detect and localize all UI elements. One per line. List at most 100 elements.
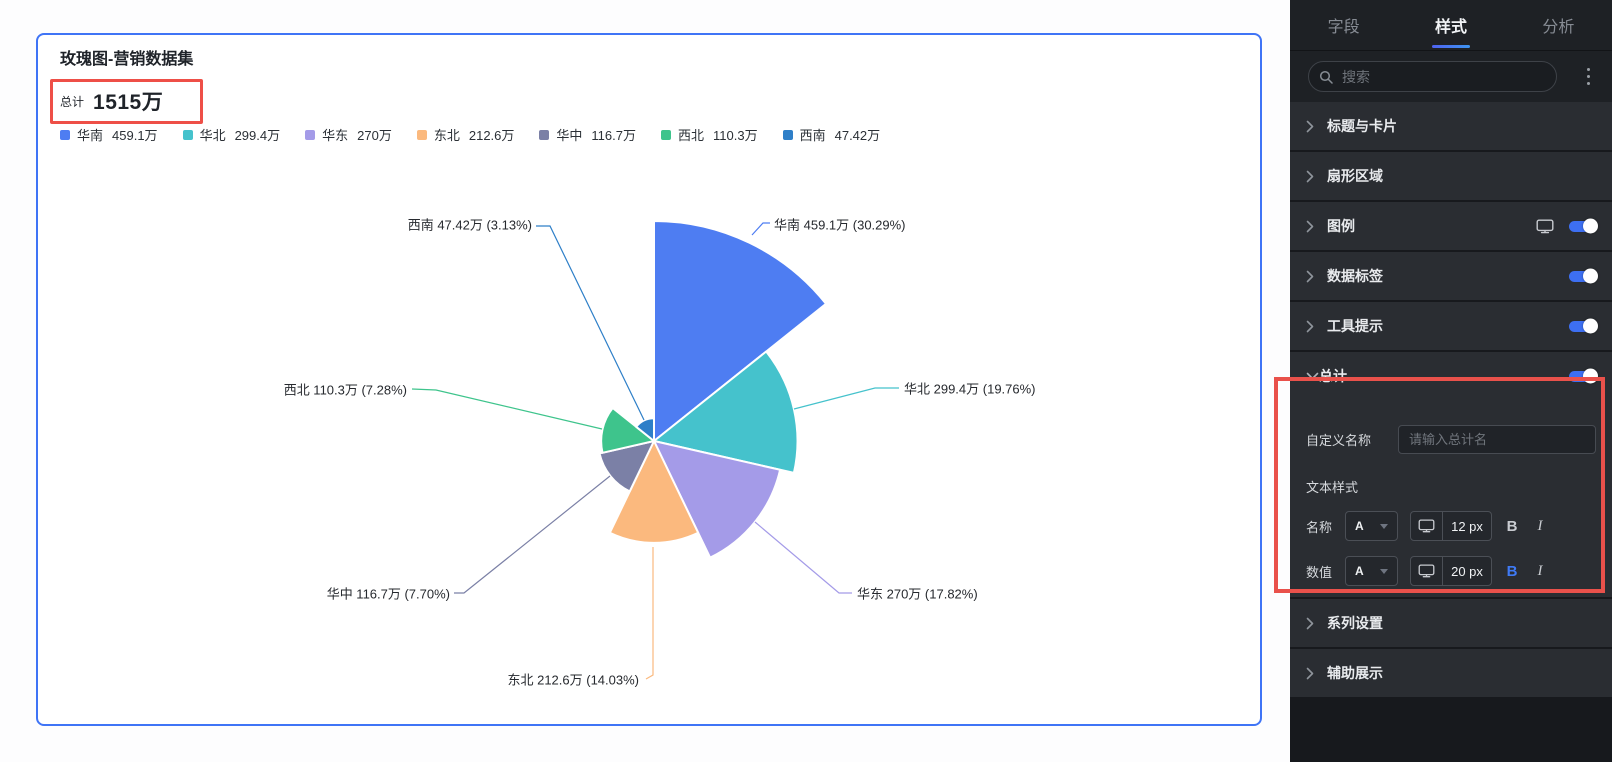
- label-leader-line-西北: [411, 388, 603, 430]
- data-labels-toggle[interactable]: [1569, 270, 1596, 282]
- legend-swatch: [60, 129, 70, 140]
- legend-item-华南[interactable]: 华南 459.1万: [60, 125, 158, 144]
- chevron-right-icon: [1306, 270, 1314, 283]
- kebab-menu-icon[interactable]: [1583, 64, 1594, 89]
- tab-style[interactable]: 样式: [1397, 0, 1504, 50]
- slice-label-华南: 华南 459.1万 (30.29%): [774, 217, 906, 233]
- rose-slice-东北[interactable]: [608, 440, 700, 544]
- legend-value: 299.4万: [234, 128, 281, 143]
- legend-item-华中[interactable]: 华中 116.7万: [539, 125, 636, 144]
- chevron-right-icon: [1306, 667, 1314, 680]
- section-total: 总计 自定义名称 文本样式 名称 A: [1290, 352, 1612, 597]
- slice-label-华北: 华北 299.4万 (19.76%): [904, 381, 1036, 397]
- legend-item-东北[interactable]: 东北 212.6万: [416, 125, 515, 144]
- section-title-card[interactable]: 标题与卡片: [1290, 102, 1612, 150]
- section-data-labels[interactable]: 数据标签: [1290, 252, 1612, 300]
- legend-value: 270万: [357, 128, 392, 143]
- legend-name: 华北: [199, 128, 226, 143]
- legend-swatch: [305, 129, 316, 140]
- chart-legend: 华南 459.1万 华北 299.4万 华东 270万 东北 212.6万 华中 116.7万 西北…: [60, 125, 880, 144]
- total-label: 总计: [60, 94, 85, 109]
- monitor-icon: [1536, 219, 1554, 234]
- label-leader-line-华东: [754, 521, 852, 594]
- slice-label-华东: 华东 270万 (17.82%): [857, 586, 978, 602]
- slice-label-西北: 西北 110.3万 (7.28%): [283, 382, 407, 398]
- rose-slice-西北[interactable]: [600, 407, 655, 454]
- value-font-color-dropdown[interactable]: A: [1345, 556, 1398, 586]
- rose-slice-华东[interactable]: [653, 440, 782, 559]
- section-sector-area[interactable]: 扇形区域: [1290, 152, 1612, 200]
- legend-value: 116.7万: [591, 128, 636, 143]
- legend-name: 华南: [77, 128, 104, 143]
- name-font-size-control[interactable]: 12 px: [1410, 511, 1492, 541]
- legend-swatch: [539, 129, 550, 140]
- total-value: 1515万: [93, 91, 164, 114]
- rose-chart-svg: [411, 220, 899, 680]
- label-leader-line-东北: [645, 547, 654, 680]
- value-italic-button[interactable]: I: [1537, 562, 1543, 579]
- name-bold-button[interactable]: B: [1506, 517, 1518, 535]
- rose-slice-华南[interactable]: [653, 220, 827, 442]
- legend-name: 西北: [678, 128, 705, 143]
- legend-value: 47.42万: [834, 128, 881, 143]
- caret-down-icon: [1380, 523, 1388, 529]
- monitor-icon: [1411, 512, 1443, 540]
- label-leader-line-西南: [536, 225, 645, 421]
- legend-swatch: [661, 129, 671, 140]
- search-row: [1290, 51, 1612, 102]
- tooltip-toggle[interactable]: [1569, 320, 1596, 332]
- legend-value: 459.1万: [112, 128, 158, 143]
- search-input[interactable]: [1340, 67, 1546, 86]
- legend-item-西北[interactable]: 西北 110.3万: [661, 125, 758, 144]
- slice-label-华中: 华中 116.7万 (7.70%): [326, 586, 450, 602]
- search-box[interactable]: [1308, 61, 1557, 92]
- chart-title: 玫瑰图-营销数据集: [60, 51, 194, 68]
- legend-value: 110.3万: [713, 128, 758, 143]
- rose-slice-西南[interactable]: [635, 417, 655, 442]
- text-style-label: 文本样式: [1306, 480, 1359, 495]
- total-row: 总计 1515万: [60, 87, 163, 115]
- legend-value: 212.6万: [468, 128, 515, 143]
- legend-item-华北[interactable]: 华北 299.4万: [182, 125, 281, 144]
- custom-name-label: 自定义名称: [1306, 433, 1372, 448]
- chevron-right-icon: [1306, 170, 1314, 183]
- monitor-icon: [1411, 557, 1443, 585]
- rose-slice-华中[interactable]: [598, 440, 655, 493]
- legend-item-西南[interactable]: 西南 47.42万: [782, 125, 881, 144]
- rose-slice-华北[interactable]: [653, 350, 799, 474]
- value-font-size-control[interactable]: 20 px: [1410, 556, 1492, 586]
- custom-name-row: 自定义名称: [1290, 425, 1612, 454]
- section-auxiliary-display[interactable]: 辅助展示: [1290, 649, 1612, 697]
- label-leader-line-华南: [751, 222, 770, 236]
- section-total-header[interactable]: 总计: [1290, 352, 1612, 400]
- chevron-down-icon: [1306, 367, 1319, 385]
- label-leader-line-华北: [793, 387, 899, 410]
- tab-analysis[interactable]: 分析: [1542, 19, 1575, 36]
- legend-toggle[interactable]: [1569, 220, 1596, 232]
- chart-card[interactable]: 玫瑰图-营销数据集 总计 1515万 华南 459.1万 华北 299.4万 华东 270…: [36, 33, 1262, 726]
- search-icon: [1319, 70, 1333, 84]
- legend-swatch: [416, 129, 427, 140]
- text-style-row: 文本样式: [1290, 477, 1612, 496]
- name-italic-button[interactable]: I: [1537, 517, 1543, 534]
- value-bold-button[interactable]: B: [1506, 562, 1518, 580]
- section-series-settings[interactable]: 系列设置: [1290, 599, 1612, 647]
- legend-name: 华东: [322, 128, 349, 143]
- custom-name-input[interactable]: [1398, 425, 1596, 454]
- slice-label-东北: 东北 212.6万 (14.03%): [507, 672, 639, 688]
- tab-fields[interactable]: 字段: [1327, 19, 1360, 36]
- value-style-row: 数值 A 20 px B I: [1290, 556, 1612, 586]
- active-tab-underline: [1431, 45, 1470, 48]
- section-legend[interactable]: 图例: [1290, 202, 1612, 250]
- legend-item-华东[interactable]: 华东 270万: [305, 125, 392, 144]
- chevron-right-icon: [1306, 320, 1314, 333]
- section-tooltip[interactable]: 工具提示: [1290, 302, 1612, 350]
- rose-chart: 华南 459.1万 (30.29%) 华北 299.4万 (19.76%) 华东 2…: [38, 35, 1260, 724]
- chevron-right-icon: [1306, 120, 1314, 133]
- legend-name: 华中: [556, 128, 583, 143]
- chevron-right-icon: [1306, 220, 1314, 233]
- legend-name: 西南: [799, 128, 826, 143]
- name-font-color-dropdown[interactable]: A: [1345, 511, 1398, 541]
- total-toggle[interactable]: [1569, 370, 1596, 382]
